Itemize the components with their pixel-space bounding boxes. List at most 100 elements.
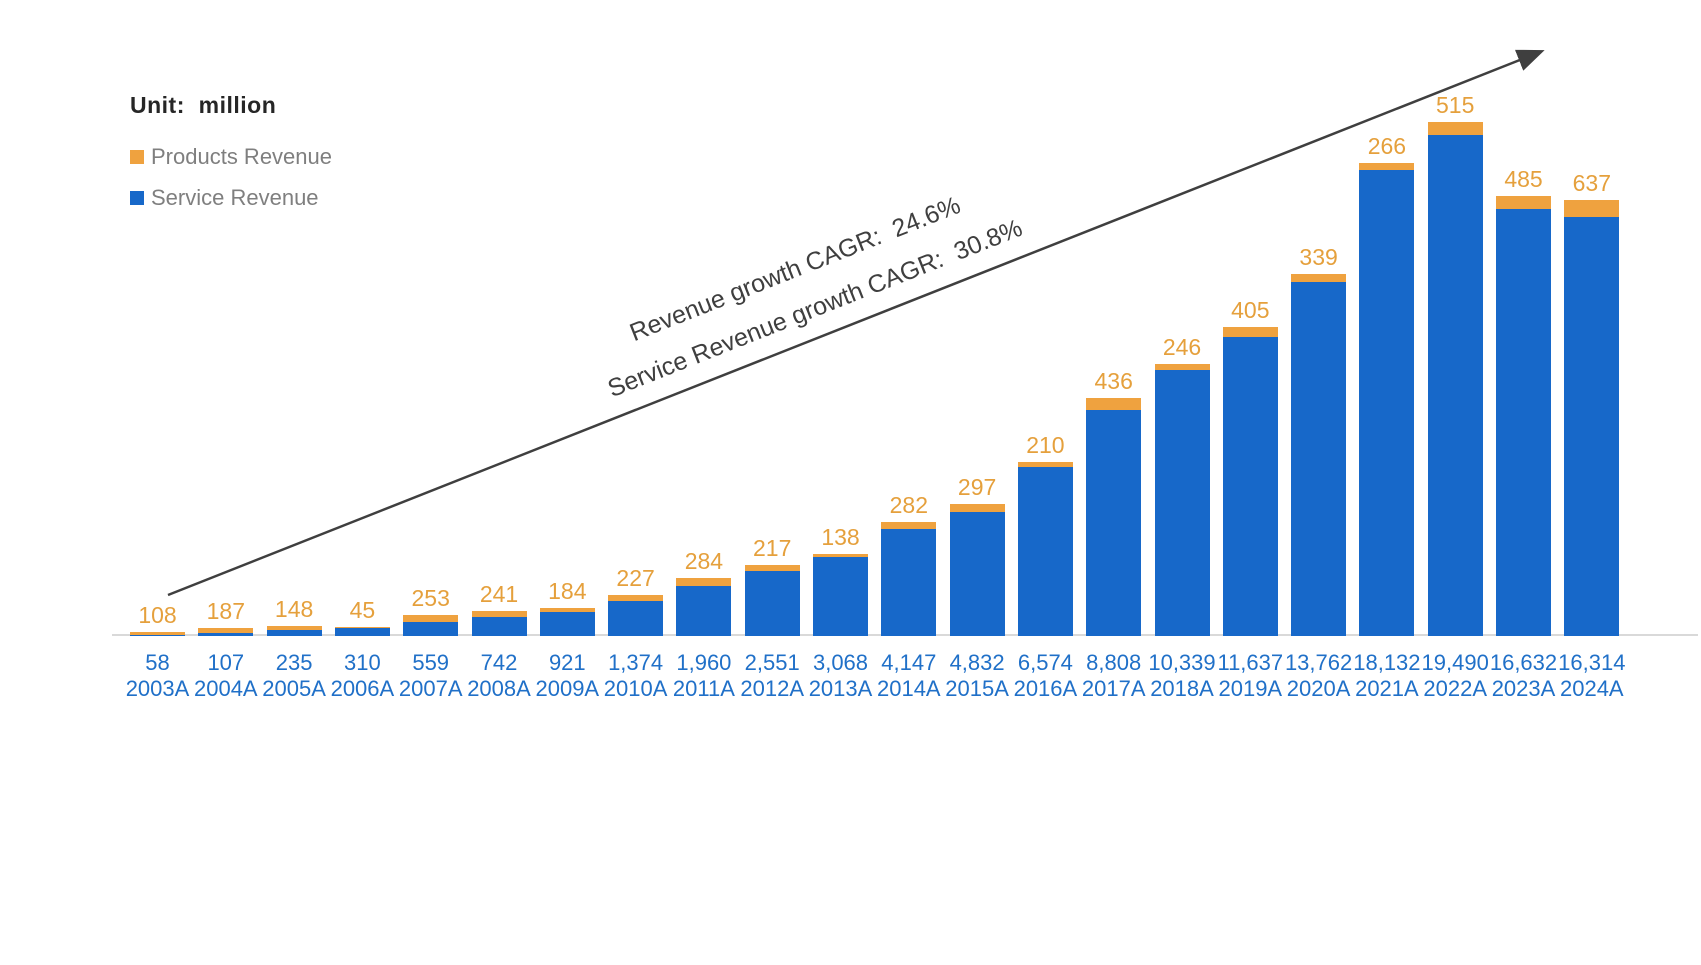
products-segment-2021A <box>1359 163 1415 170</box>
products-segment-2019A <box>1222 326 1278 337</box>
products-segment-2015A <box>949 504 1005 512</box>
products-value-label-2010A: 227 <box>616 564 655 591</box>
year-label-2010A: 2010A <box>603 676 668 701</box>
products-value-label-2022A: 515 <box>1436 91 1475 118</box>
year-label-2007A: 2007A <box>398 676 463 701</box>
year-label-2019A: 2019A <box>1218 676 1283 701</box>
products-segment-2022A <box>1427 121 1483 136</box>
service-value-label-2020A: 13,762 <box>1284 650 1353 675</box>
products-segment-2016A <box>1017 461 1073 468</box>
service-value-label-2024A: 16,314 <box>1558 650 1626 675</box>
service-segment-2022A <box>1427 135 1483 636</box>
products-value-label-2020A: 339 <box>1299 243 1338 270</box>
stacked-bar-2017A <box>1086 398 1142 636</box>
service-value-label-2021A: 18,132 <box>1353 650 1421 675</box>
service-value-label-2008A: 742 <box>480 650 518 675</box>
products-revenue-swatch-icon <box>130 149 144 164</box>
service-segment-2010A <box>608 600 664 636</box>
stacked-bar-2008A <box>471 610 527 636</box>
products-value-label-2024A: 637 <box>1572 170 1611 197</box>
service-segment-2012A <box>744 570 800 636</box>
year-label-2020A: 2020A <box>1286 676 1351 701</box>
legend: Products Revenue Service Revenue <box>130 143 332 225</box>
products-segment-2009A <box>539 607 595 613</box>
products-value-label-2016A: 210 <box>1026 431 1065 458</box>
service-value-label-2006A: 310 <box>344 650 381 675</box>
legend-label-products-revenue: Products Revenue <box>151 143 332 169</box>
products-segment-2003A <box>130 631 185 635</box>
products-segment-2006A <box>334 626 390 629</box>
service-value-label-2015A: 4,832 <box>949 650 1005 675</box>
year-label-2006A: 2006A <box>330 676 395 701</box>
products-value-label-2017A: 436 <box>1094 368 1133 395</box>
service-segment-2004A <box>198 633 254 636</box>
service-segment-2015A <box>949 511 1005 636</box>
products-segment-2013A <box>813 553 868 558</box>
products-value-label-2015A: 297 <box>957 474 997 501</box>
stacked-bar-2003A <box>130 631 185 636</box>
products-segment-2012A <box>744 564 800 571</box>
service-value-label-2003A: 58 <box>145 650 170 675</box>
products-segment-2020A <box>1291 273 1347 283</box>
service-segment-2024A <box>1564 216 1620 636</box>
products-segment-2014A <box>881 522 937 530</box>
products-value-label-2004A: 187 <box>206 598 245 625</box>
legend-item-service-revenue: Service Revenue <box>130 184 332 211</box>
service-segment-2011A <box>676 585 732 636</box>
products-value-label-2005A: 148 <box>274 596 314 623</box>
service-value-label-2004A: 107 <box>207 650 245 675</box>
service-segment-2003A <box>130 634 185 636</box>
stacked-bar-2018A <box>1154 364 1210 636</box>
year-label-2018A: 2018A <box>1150 676 1214 701</box>
products-value-label-2009A: 184 <box>548 577 587 604</box>
year-label-2011A: 2011A <box>672 676 735 701</box>
year-label-2023A: 2023A <box>1491 676 1556 701</box>
stacked-bar-2016A <box>1017 461 1073 636</box>
stacked-bar-2023A <box>1496 196 1551 636</box>
service-segment-2020A <box>1291 282 1347 636</box>
year-label-2004A: 2004A <box>193 676 258 701</box>
year-label-2012A: 2012A <box>740 676 804 701</box>
stacked-bar-2013A <box>813 553 868 636</box>
service-segment-2013A <box>813 557 868 636</box>
service-segment-2016A <box>1017 467 1073 636</box>
year-label-2022A: 2022A <box>1423 676 1487 701</box>
year-label-2003A: 2003A <box>125 676 190 701</box>
service-value-label-2018A: 10,339 <box>1148 650 1216 675</box>
products-segment-2007A <box>403 615 459 622</box>
stacked-bar-2022A <box>1427 121 1483 636</box>
service-value-label-2012A: 2,551 <box>744 650 800 675</box>
service-value-label-2010A: 1,374 <box>608 650 664 675</box>
stacked-bar-2019A <box>1222 326 1278 636</box>
year-label-2024A: 2024A <box>1559 676 1624 701</box>
stacked-bar-2020A <box>1291 273 1347 636</box>
service-value-label-2007A: 559 <box>412 650 450 675</box>
products-segment-2010A <box>608 594 664 601</box>
products-value-label-2007A: 253 <box>411 585 450 612</box>
products-segment-2018A <box>1154 364 1210 371</box>
products-value-label-2018A: 246 <box>1162 334 1202 360</box>
year-label-2017A: 2017A <box>1081 676 1146 701</box>
products-value-label-2008A: 241 <box>479 580 519 607</box>
unit-label: Unit: million <box>130 92 277 118</box>
products-value-label-2014A: 282 <box>889 492 928 519</box>
service-value-label-2019A: 11,637 <box>1217 650 1284 675</box>
service-segment-2006A <box>334 628 390 636</box>
products-segment-2023A <box>1496 196 1551 209</box>
products-value-label-2019A: 405 <box>1231 296 1270 323</box>
service-segment-2007A <box>403 621 459 636</box>
year-label-2008A: 2008A <box>467 676 531 701</box>
stacked-bar-2006A <box>334 626 390 636</box>
service-segment-2018A <box>1154 370 1210 636</box>
service-value-label-2011A: 1,960 <box>676 650 732 675</box>
products-value-label-2023A: 485 <box>1504 166 1543 193</box>
service-value-label-2009A: 921 <box>548 650 586 675</box>
year-label-2021A: 2021A <box>1355 676 1419 701</box>
products-value-label-2006A: 45 <box>349 596 376 623</box>
stacked-bar-2009A <box>539 607 595 636</box>
stacked-bar-2015A <box>949 504 1005 636</box>
year-label-2005A: 2005A <box>262 676 326 701</box>
stacked-bar-2014A <box>881 522 937 636</box>
year-label-2016A: 2016A <box>1013 676 1078 701</box>
